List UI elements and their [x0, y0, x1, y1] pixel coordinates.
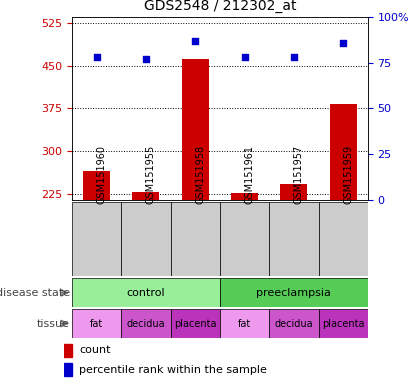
Text: percentile rank within the sample: percentile rank within the sample: [79, 365, 267, 375]
Bar: [121, 309, 171, 338]
Bar: [72, 309, 121, 338]
Bar: [220, 202, 269, 276]
Text: disease state: disease state: [0, 288, 70, 298]
Text: tissue: tissue: [37, 318, 70, 329]
Text: GSM151961: GSM151961: [245, 145, 254, 204]
Point: [192, 38, 199, 44]
Text: GSM151960: GSM151960: [97, 145, 106, 204]
Bar: [132, 192, 159, 200]
Bar: [182, 59, 209, 200]
Bar: [72, 202, 121, 276]
Bar: [171, 309, 220, 338]
Text: preeclampsia: preeclampsia: [256, 288, 331, 298]
Bar: [269, 202, 319, 276]
Bar: [64, 363, 72, 376]
Bar: [231, 194, 258, 200]
Bar: [72, 278, 220, 307]
Bar: [83, 171, 110, 200]
Text: placenta: placenta: [322, 318, 365, 329]
Text: decidua: decidua: [275, 318, 313, 329]
Text: fat: fat: [90, 318, 103, 329]
Text: GSM151959: GSM151959: [343, 145, 353, 204]
Bar: [171, 202, 220, 276]
Text: placenta: placenta: [174, 318, 217, 329]
Text: count: count: [79, 345, 111, 355]
Point: [241, 55, 248, 61]
Point: [291, 55, 297, 61]
Point: [340, 40, 346, 46]
Text: decidua: decidua: [127, 318, 165, 329]
Bar: [280, 184, 307, 200]
Bar: [330, 104, 357, 200]
Text: GSM151957: GSM151957: [294, 145, 304, 204]
Text: GSM151955: GSM151955: [146, 145, 156, 204]
Bar: [220, 278, 368, 307]
Bar: [269, 309, 319, 338]
Point: [143, 56, 149, 62]
Bar: [220, 309, 269, 338]
Bar: [64, 344, 72, 357]
Bar: [319, 202, 368, 276]
Point: [93, 55, 100, 61]
Title: GDS2548 / 212302_at: GDS2548 / 212302_at: [143, 0, 296, 13]
Text: control: control: [127, 288, 165, 298]
Text: fat: fat: [238, 318, 251, 329]
Bar: [319, 309, 368, 338]
Bar: [121, 202, 171, 276]
Text: GSM151958: GSM151958: [195, 145, 205, 204]
